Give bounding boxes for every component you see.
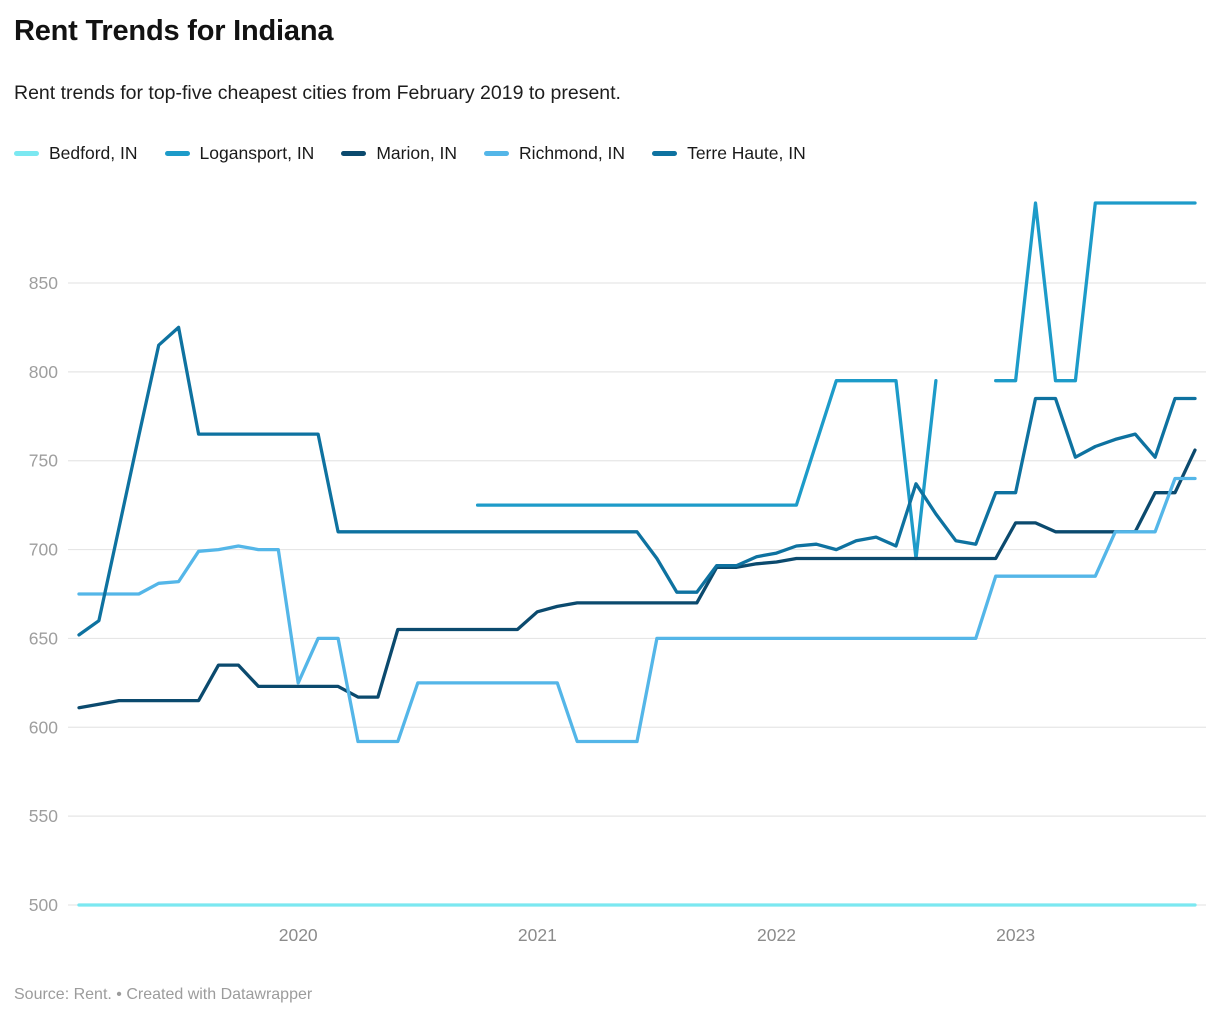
legend-item-logansport-in: Logansport, IN [164,143,315,164]
y-tick-label-850: 850 [29,273,58,293]
series-line-terre-haute-in [77,325,1197,637]
legend-label-richmond-in: Richmond, IN [519,143,626,164]
y-tick-label-700: 700 [29,540,58,560]
chart-title: Rent Trends for Indiana [14,15,334,47]
series-line-logansport-in [994,201,1197,383]
x-tick-label-2020: 2020 [279,925,318,945]
chart-legend: Bedford, IN Logansport, IN Marion, IN Richm… [14,143,1206,164]
legend-item-richmond-in: Richmond, IN [484,143,625,164]
legend-swatch-bedford-in [14,151,39,157]
y-tick-label-650: 650 [29,628,58,648]
legend-label-terre-haute-in: Terre Haute, IN [687,143,806,164]
line-chart: 500 550 600 650 700 750 800 850 2020 2021 2022 2023 [29,201,1206,945]
legend-swatch-logansport-in [164,151,190,157]
legend-item-marion-in: Marion, IN [341,143,457,164]
legend-swatch-terre-haute-in [652,151,678,157]
series-line-marion-in [77,448,1197,710]
x-tick-label-2023: 2023 [996,925,1035,945]
legend-label-marion-in: Marion, IN [376,143,458,164]
chart-subtitle: Rent trends for top-five cheapest cities… [14,81,621,104]
chart-header: Rent Trends for Indiana Rent trends for … [14,10,1206,164]
source-note: Source: Rent. • Created with Datawrapper [14,986,313,1003]
legend-item-bedford-in: Bedford, IN [14,143,138,164]
y-tick-label-500: 500 [29,895,58,915]
legend-swatch-marion-in [341,151,367,157]
legend-label-logansport-in: Logansport, IN [199,143,315,164]
y-tick-label-600: 600 [29,717,58,737]
x-tick-label-2022: 2022 [757,925,796,945]
legend-swatch-richmond-in [484,151,510,157]
y-tick-label-800: 800 [29,362,58,382]
series-line-richmond-in [77,476,1197,744]
y-tick-label-750: 750 [29,451,58,471]
series-line-logansport-in [475,379,938,561]
x-tick-label-2021: 2021 [518,925,557,945]
legend-label-bedford-in: Bedford, IN [49,143,138,164]
legend-item-terre-haute-in: Terre Haute, IN [652,143,806,164]
y-tick-label-550: 550 [29,806,58,826]
